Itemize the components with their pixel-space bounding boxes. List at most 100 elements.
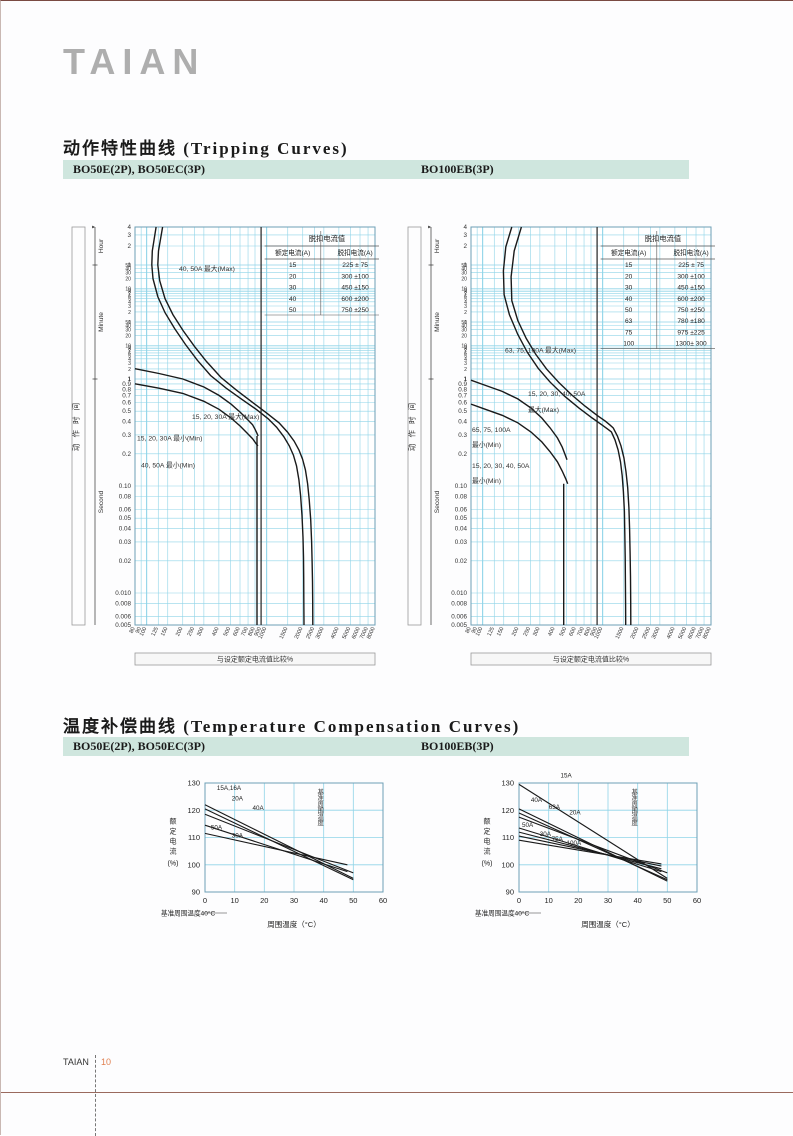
svg-text:Hour: Hour [98, 238, 105, 253]
svg-text:100: 100 [623, 341, 634, 348]
svg-text:600 ±200: 600 ±200 [341, 296, 369, 303]
svg-text:动 作 时 间: 动 作 时 间 [407, 401, 417, 451]
svg-text:0.006: 0.006 [115, 614, 131, 621]
svg-text:75: 75 [625, 329, 633, 336]
svg-text:4: 4 [127, 224, 131, 231]
svg-text:0.008: 0.008 [451, 600, 467, 607]
svg-text:与设定额定电流值比较%: 与设定额定电流值比较% [217, 655, 293, 664]
svg-text:0.7: 0.7 [122, 393, 131, 400]
svg-text:30A: 30A [540, 831, 552, 838]
svg-text:额定电流(A): 额定电流(A) [275, 248, 310, 257]
svg-text:150: 150 [160, 626, 169, 637]
svg-text:20A: 20A [569, 809, 581, 816]
svg-text:120: 120 [501, 806, 514, 815]
svg-text:20: 20 [461, 333, 467, 339]
svg-text:200: 200 [175, 626, 184, 637]
svg-text:63: 63 [625, 318, 633, 325]
svg-text:60: 60 [379, 896, 387, 905]
svg-text:120: 120 [187, 806, 200, 815]
svg-text:0.4: 0.4 [122, 419, 131, 426]
svg-text:1300± 300: 1300± 300 [676, 341, 707, 348]
svg-text:电: 电 [484, 837, 491, 846]
svg-text:30: 30 [625, 285, 633, 292]
svg-text:额定电流(A): 额定电流(A) [611, 248, 646, 257]
svg-text:电: 电 [170, 837, 177, 846]
svg-text:30A: 30A [232, 833, 244, 840]
svg-text:300: 300 [196, 626, 205, 637]
svg-text:40, 50A 最大(Max): 40, 50A 最大(Max) [179, 264, 235, 273]
svg-text:脱扣电流(A): 脱扣电流(A) [338, 248, 373, 257]
svg-text:20: 20 [574, 896, 582, 905]
svg-text:15A: 15A [561, 773, 573, 780]
svg-text:0.2: 0.2 [458, 451, 467, 458]
svg-text:2: 2 [127, 243, 131, 250]
svg-text:40A: 40A [253, 805, 265, 812]
svg-text:0.06: 0.06 [119, 507, 132, 514]
svg-text:130: 130 [187, 779, 200, 788]
svg-text:225 ± 75: 225 ± 75 [342, 262, 368, 269]
svg-text:4000: 4000 [330, 626, 341, 640]
svg-text:Minute: Minute [98, 312, 105, 332]
svg-text:15A,16A: 15A,16A [217, 785, 242, 792]
svg-text:3000: 3000 [315, 626, 326, 640]
svg-text:15, 20, 30, 40, 50A: 15, 20, 30, 40, 50A [528, 391, 586, 398]
svg-text:15, 20, 30A 最大(Max): 15, 20, 30A 最大(Max) [192, 412, 259, 421]
svg-text:周围温度（°C）: 周围温度（°C） [267, 919, 320, 929]
svg-text:150: 150 [496, 626, 505, 637]
svg-text:50: 50 [625, 307, 633, 314]
svg-text:100: 100 [501, 860, 514, 869]
svg-text:最大(Max): 最大(Max) [528, 405, 559, 414]
svg-text:50: 50 [349, 896, 357, 905]
svg-text:与设定额定电流值比较%: 与设定额定电流值比较% [553, 655, 629, 664]
svg-text:40: 40 [320, 896, 328, 905]
svg-text:0.005: 0.005 [115, 622, 131, 629]
svg-text:100: 100 [187, 860, 200, 869]
svg-text:1500: 1500 [615, 626, 626, 640]
svg-text:3: 3 [463, 232, 467, 239]
svg-text:40: 40 [289, 296, 297, 303]
svg-text:110: 110 [502, 833, 514, 842]
svg-text:3: 3 [127, 232, 131, 239]
svg-text:20: 20 [289, 273, 297, 280]
svg-text:0.04: 0.04 [119, 526, 132, 533]
svg-text:2: 2 [464, 310, 467, 316]
svg-text:流: 流 [484, 847, 491, 856]
svg-text:15: 15 [289, 262, 297, 269]
svg-text:40, 50A 最小(Min): 40, 50A 最小(Min) [141, 461, 195, 470]
svg-text:75A: 75A [552, 836, 564, 843]
svg-text:脱扣电流值: 脱扣电流值 [645, 234, 681, 243]
svg-text:40A: 40A [531, 797, 543, 804]
svg-text:0.03: 0.03 [455, 539, 468, 546]
svg-text:0.006: 0.006 [451, 614, 467, 621]
svg-text:0.03: 0.03 [119, 539, 132, 546]
svg-text:Minute: Minute [434, 312, 441, 332]
svg-text:0.5: 0.5 [122, 408, 131, 415]
svg-text:0.005: 0.005 [451, 622, 467, 629]
svg-text:50A: 50A [522, 822, 534, 829]
svg-text:50A: 50A [211, 824, 223, 831]
svg-text:125: 125 [487, 626, 496, 637]
svg-text:0.2: 0.2 [122, 451, 131, 458]
svg-text:600 ±200: 600 ±200 [677, 296, 705, 303]
svg-text:0.04: 0.04 [455, 526, 468, 533]
svg-text:2: 2 [128, 367, 131, 373]
svg-text:最小(Min): 最小(Min) [472, 440, 501, 449]
svg-text:0.05: 0.05 [455, 515, 468, 522]
svg-text:额: 额 [170, 817, 177, 826]
svg-text:63A: 63A [549, 804, 561, 811]
svg-text:130: 130 [501, 779, 514, 788]
svg-text:0.6: 0.6 [458, 400, 467, 407]
svg-text:65, 75, 100A: 65, 75, 100A [472, 427, 511, 434]
svg-text:0.010: 0.010 [451, 590, 467, 597]
svg-text:20A: 20A [232, 796, 244, 803]
svg-text:30: 30 [290, 896, 298, 905]
svg-text:0.08: 0.08 [119, 493, 132, 500]
svg-text:0.5: 0.5 [458, 408, 467, 415]
svg-text:300: 300 [532, 626, 541, 637]
svg-text:20: 20 [625, 273, 633, 280]
svg-text:流: 流 [170, 847, 177, 856]
svg-text:Hour: Hour [434, 238, 441, 253]
svg-text:975 ±225: 975 ±225 [677, 329, 705, 336]
svg-text:200: 200 [511, 626, 520, 637]
svg-text:0.05: 0.05 [119, 515, 132, 522]
